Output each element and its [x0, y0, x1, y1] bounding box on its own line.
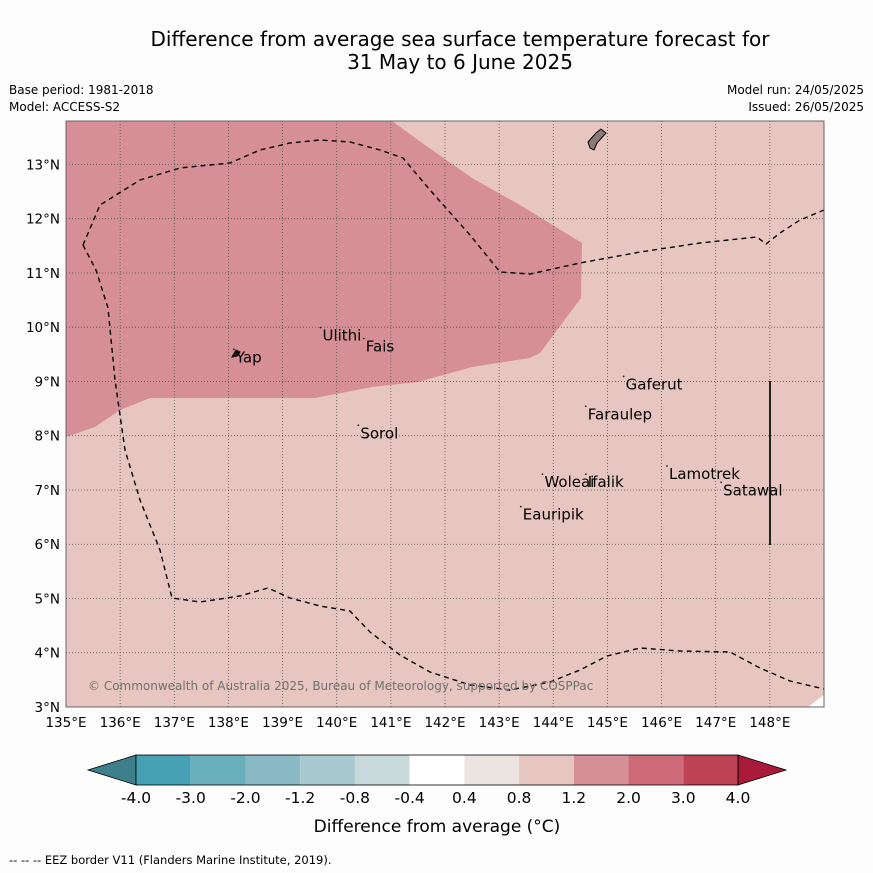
island-label: Ulithi [322, 327, 361, 345]
colorbar-tick-label: 3.0 [671, 789, 696, 807]
lat-tick-label: 7°N [35, 483, 60, 499]
copyright-notice: © Commonwealth of Australia 2025, Bureau… [88, 679, 593, 693]
lat-tick-label: 12°N [26, 212, 60, 228]
colorbar-tick-label: -2.0 [230, 789, 260, 807]
colorbar-low-extend [86, 754, 137, 786]
island-label: Faraulep [588, 405, 652, 423]
colorbar-segment [628, 755, 684, 785]
lon-tick-label: 136°E [100, 715, 141, 731]
colorbar-segment [190, 755, 246, 785]
lat-tick-label: 4°N [35, 646, 60, 662]
latitude-tick-labels: 3°N 4°N 5°N 6°N 7°N 8°N 9°N 10°N 11°N 12°N 13°N [26, 157, 60, 716]
colorbar-segment [683, 755, 738, 785]
colorbar-segment [409, 755, 465, 785]
eez-border-south [82, 244, 824, 691]
lon-tick-label: 142°E [424, 715, 465, 731]
lon-tick-label: 144°E [533, 715, 574, 731]
issued-date: Issued: 26/05/2025 [748, 100, 864, 114]
lon-tick-label: 135°E [45, 715, 86, 731]
colorbar-label: Difference from average (°C) [314, 817, 561, 837]
colorbar-tick-label: 0.4 [452, 789, 477, 807]
map-frame [65, 120, 825, 708]
footnote: -- -- -- EEZ border V11 (Flanders Marine… [9, 853, 332, 867]
lon-tick-label: 138°E [208, 715, 249, 731]
colorbar-tick-label: 1.2 [561, 789, 586, 807]
lon-tick-label: 141°E [370, 715, 411, 731]
colorbar-segment [464, 755, 520, 785]
lat-tick-label: 8°N [35, 429, 60, 445]
island-label: Woleai [544, 473, 594, 491]
island-label: Eauripik [523, 506, 584, 524]
longitude-tick-labels: 135°E 136°E 137°E 138°E 139°E 140°E 141°E 142°E… [45, 715, 790, 731]
colorbar-segment [245, 755, 301, 785]
island-marker [319, 326, 322, 329]
meta-right: Model run: 24/05/2025 Issued: 26/05/2025 [727, 82, 864, 116]
model-run: Model run: 24/05/2025 [726, 83, 864, 97]
island-marker [666, 465, 668, 467]
lat-tick-label: 10°N [26, 320, 60, 336]
lon-tick-label: 143°E [479, 715, 520, 731]
island-label: Sorol [360, 424, 398, 442]
colorbar-tick-label: 2.0 [616, 789, 641, 807]
warm-anomaly-region [66, 121, 582, 437]
colorbar-tick-label: -0.8 [340, 789, 370, 807]
colorbar-segment [573, 755, 629, 785]
island-marker [357, 424, 360, 427]
lon-tick-label: 146°E [641, 715, 682, 731]
colorbar-tick-label: 0.8 [507, 789, 532, 807]
island-marker [720, 481, 723, 484]
lon-tick-label: 145°E [587, 715, 628, 731]
lon-tick-label: 140°E [316, 715, 357, 731]
island-marker [541, 473, 544, 476]
model-name: Model: ACCESS-S2 [9, 100, 121, 114]
colorbar-tick-label: -0.4 [395, 789, 425, 807]
lon-tick-label: 137°E [154, 715, 195, 731]
yap-island-shape [231, 349, 241, 358]
colorbar-high-extend [737, 754, 788, 786]
chart-title: Difference from average sea surface temp… [0, 28, 873, 74]
island-marker [584, 473, 587, 476]
island-label: Ifalik [588, 473, 624, 491]
colorbar-tick-label: -3.0 [176, 789, 206, 807]
island-marker [584, 405, 587, 408]
colorbar-segment [354, 755, 410, 785]
island-label: Fais [366, 337, 395, 355]
lat-tick-label: 11°N [26, 266, 60, 282]
base-period: Base period: 1981-2018 [9, 83, 154, 97]
island-label: Lamotrek [669, 465, 740, 483]
eez-border-west [82, 139, 824, 275]
lon-tick-label: 147°E [695, 715, 736, 731]
lon-tick-label: 139°E [262, 715, 303, 731]
lat-tick-label: 3°N [35, 700, 60, 716]
island-marker [232, 348, 235, 351]
colorbar-segment [519, 755, 574, 785]
lat-tick-label: 9°N [35, 374, 60, 390]
colorbar-tick-label: -1.2 [285, 789, 315, 807]
lat-tick-label: 6°N [35, 537, 60, 553]
lon-tick-label: 148°E [749, 715, 790, 731]
island-label: Satawal [723, 481, 782, 499]
title-line-2: 31 May to 6 June 2025 [347, 50, 573, 74]
guam-island [587, 128, 607, 151]
island-labels: Yap Ulithi Fais Sorol Gaferut Faraulep WoleaiI… [232, 326, 783, 524]
lat-tick-label: 5°N [35, 591, 60, 607]
neutral-corner [808, 695, 824, 707]
island-marker [622, 375, 625, 378]
colorbar-segment [300, 755, 355, 785]
colorbar-tick-label: 4.0 [726, 789, 751, 807]
title-line-1: Difference from average sea surface temp… [150, 27, 770, 51]
island-marker [519, 505, 522, 508]
colorbar: -4.0 -3.0 -2.0 -1.2 -0.8 -0.4 0.4 0.8 1.2 2.0 3.0 4… [86, 754, 788, 807]
graticule [66, 121, 824, 707]
island-label: Yap [235, 348, 262, 366]
colorbar-segment [136, 755, 191, 785]
colorbar-outline [135, 754, 739, 786]
lat-tick-label: 13°N [26, 157, 60, 173]
meta-left: Base period: 1981-2018 Model: ACCESS-S2 [9, 82, 154, 116]
island-label: Gaferut [626, 375, 683, 393]
island-marker [362, 337, 365, 340]
colorbar-tick-label: -4.0 [121, 789, 151, 807]
